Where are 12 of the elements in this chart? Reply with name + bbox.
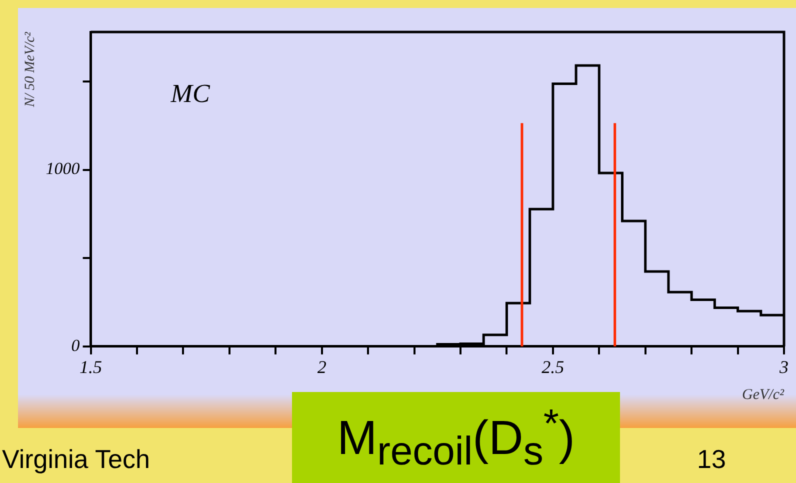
x-tick-label: 2 xyxy=(317,356,326,377)
x-tick-label: 1.5 xyxy=(80,356,102,377)
y-tick-label: 1000 xyxy=(46,159,80,178)
x-tick-label: 3 xyxy=(778,356,788,377)
x-axis-title: GeV/c² xyxy=(742,386,784,403)
y-tick-label: 0 xyxy=(71,336,80,355)
text: Virginia Tech xyxy=(2,444,150,475)
text: 13 xyxy=(697,444,726,475)
annotation: MC xyxy=(170,79,210,108)
x-tick-label: 2.5 xyxy=(542,356,564,377)
text: M$_{recoil}$(D$_{s}$$^{*}$) xyxy=(337,402,575,474)
y-axis-title: N/ 50 MeV/c² xyxy=(23,31,38,108)
